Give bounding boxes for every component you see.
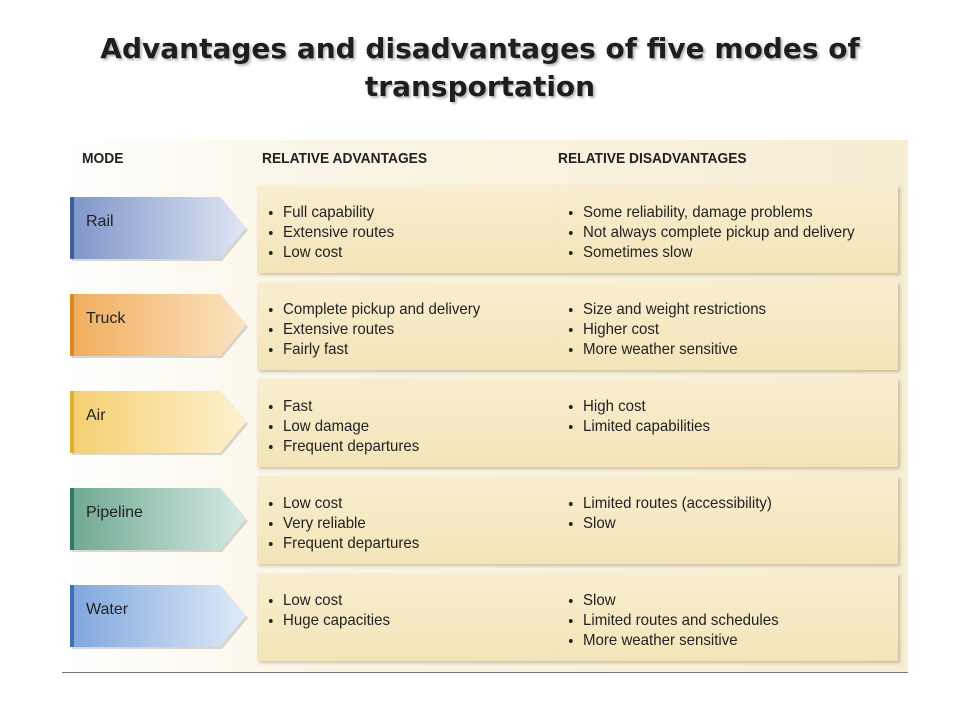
advantage-item: Fast [283, 397, 419, 417]
advantages-list: Full capabilityExtensive routesLow cost [269, 203, 401, 263]
header-mode: MODE [82, 150, 124, 167]
mode-label: Truck [86, 310, 126, 327]
mode-arrow [70, 391, 248, 455]
advantage-item: Complete pickup and delivery [283, 300, 480, 320]
mode-arrow [70, 488, 248, 552]
disadvantages-cell: Limited routes (accessibility)Slow [557, 476, 898, 564]
disadvantage-item: Slow [583, 591, 779, 611]
advantages-cell: Full capabilityExtensive routesLow cost [257, 185, 557, 273]
advantages-cell: FastLow damageFrequent departures [257, 379, 557, 467]
advantage-item: Low damage [283, 417, 419, 437]
advantage-item: Extensive routes [283, 320, 480, 340]
mode-arrow [70, 294, 248, 358]
advantage-item: Very reliable [283, 514, 419, 534]
disadvantage-item: Size and weight restrictions [583, 300, 766, 320]
advantage-item: Huge capacities [283, 611, 390, 631]
header-disadvantages: RELATIVE DISADVANTAGES [558, 150, 747, 167]
disadvantages-list: SlowLimited routes and schedulesMore wea… [569, 591, 791, 651]
mode-arrow [70, 197, 248, 261]
disadvantage-item: Limited capabilities [583, 417, 710, 437]
arrow-edge [70, 585, 74, 647]
disadvantage-item: Slow [583, 514, 772, 534]
mode-label: Rail [86, 213, 114, 230]
arrow-body [70, 488, 246, 550]
advantage-item: Full capability [283, 203, 394, 223]
arrow-body [70, 197, 246, 259]
arrow-body [70, 585, 246, 647]
arrow-edge [70, 391, 74, 453]
advantage-item: Low cost [283, 591, 390, 611]
disadvantages-list: Size and weight restrictionsHigher costM… [569, 300, 778, 360]
advantages-cell: Low costHuge capacities [257, 573, 557, 661]
advantage-item: Low cost [283, 494, 419, 514]
advantage-item: Frequent departures [283, 437, 419, 457]
advantages-cell: Low costVery reliableFrequent departures [257, 476, 557, 564]
advantages-list: Low costVery reliableFrequent departures [269, 494, 428, 554]
mode-label: Water [86, 601, 129, 618]
mode-arrow [70, 585, 248, 649]
disadvantage-item: Limited routes and schedules [583, 611, 779, 631]
title: Advantages and disadvantages of five mod… [100, 32, 860, 103]
disadvantages-cell: High costLimited capabilities [557, 379, 898, 467]
disadvantage-item: High cost [583, 397, 710, 417]
disadvantage-item: Limited routes (accessibility) [583, 494, 772, 514]
disadvantage-item: Not always complete pickup and delivery [583, 223, 855, 243]
advantage-item: Extensive routes [283, 223, 394, 243]
disadvantages-cell: Size and weight restrictionsHigher costM… [557, 282, 898, 370]
arrow-edge [70, 488, 74, 550]
disadvantage-item: More weather sensitive [583, 340, 766, 360]
disadvantages-list: Some reliability, damage problemsNot alw… [569, 203, 872, 263]
disadvantages-list: High costLimited capabilities [569, 397, 718, 437]
header-advantages: RELATIVE ADVANTAGES [262, 150, 428, 167]
disadvantages-cell: SlowLimited routes and schedulesMore wea… [557, 573, 898, 661]
disadvantage-item: More weather sensitive [583, 631, 779, 651]
advantage-item: Fairly fast [283, 340, 480, 360]
disadvantage-item: Some reliability, damage problems [583, 203, 855, 223]
disadvantage-item: Higher cost [583, 320, 766, 340]
disadvantage-item: Sometimes slow [583, 243, 855, 263]
advantage-item: Low cost [283, 243, 394, 263]
advantages-list: Complete pickup and deliveryExtensive ro… [269, 300, 493, 360]
mode-label: Air [86, 407, 106, 424]
arrow-edge [70, 197, 74, 259]
arrow-edge [70, 294, 74, 356]
advantages-list: Low costHuge capacities [269, 591, 397, 631]
mode-label: Pipeline [86, 504, 143, 521]
arrow-body [70, 294, 246, 356]
arrow-body [70, 391, 246, 453]
disadvantages-list: Limited routes (accessibility)Slow [569, 494, 784, 534]
advantage-item: Frequent departures [283, 534, 419, 554]
advantages-list: FastLow damageFrequent departures [269, 397, 428, 457]
disadvantages-cell: Some reliability, damage problemsNot alw… [557, 185, 898, 273]
advantages-cell: Complete pickup and deliveryExtensive ro… [257, 282, 557, 370]
